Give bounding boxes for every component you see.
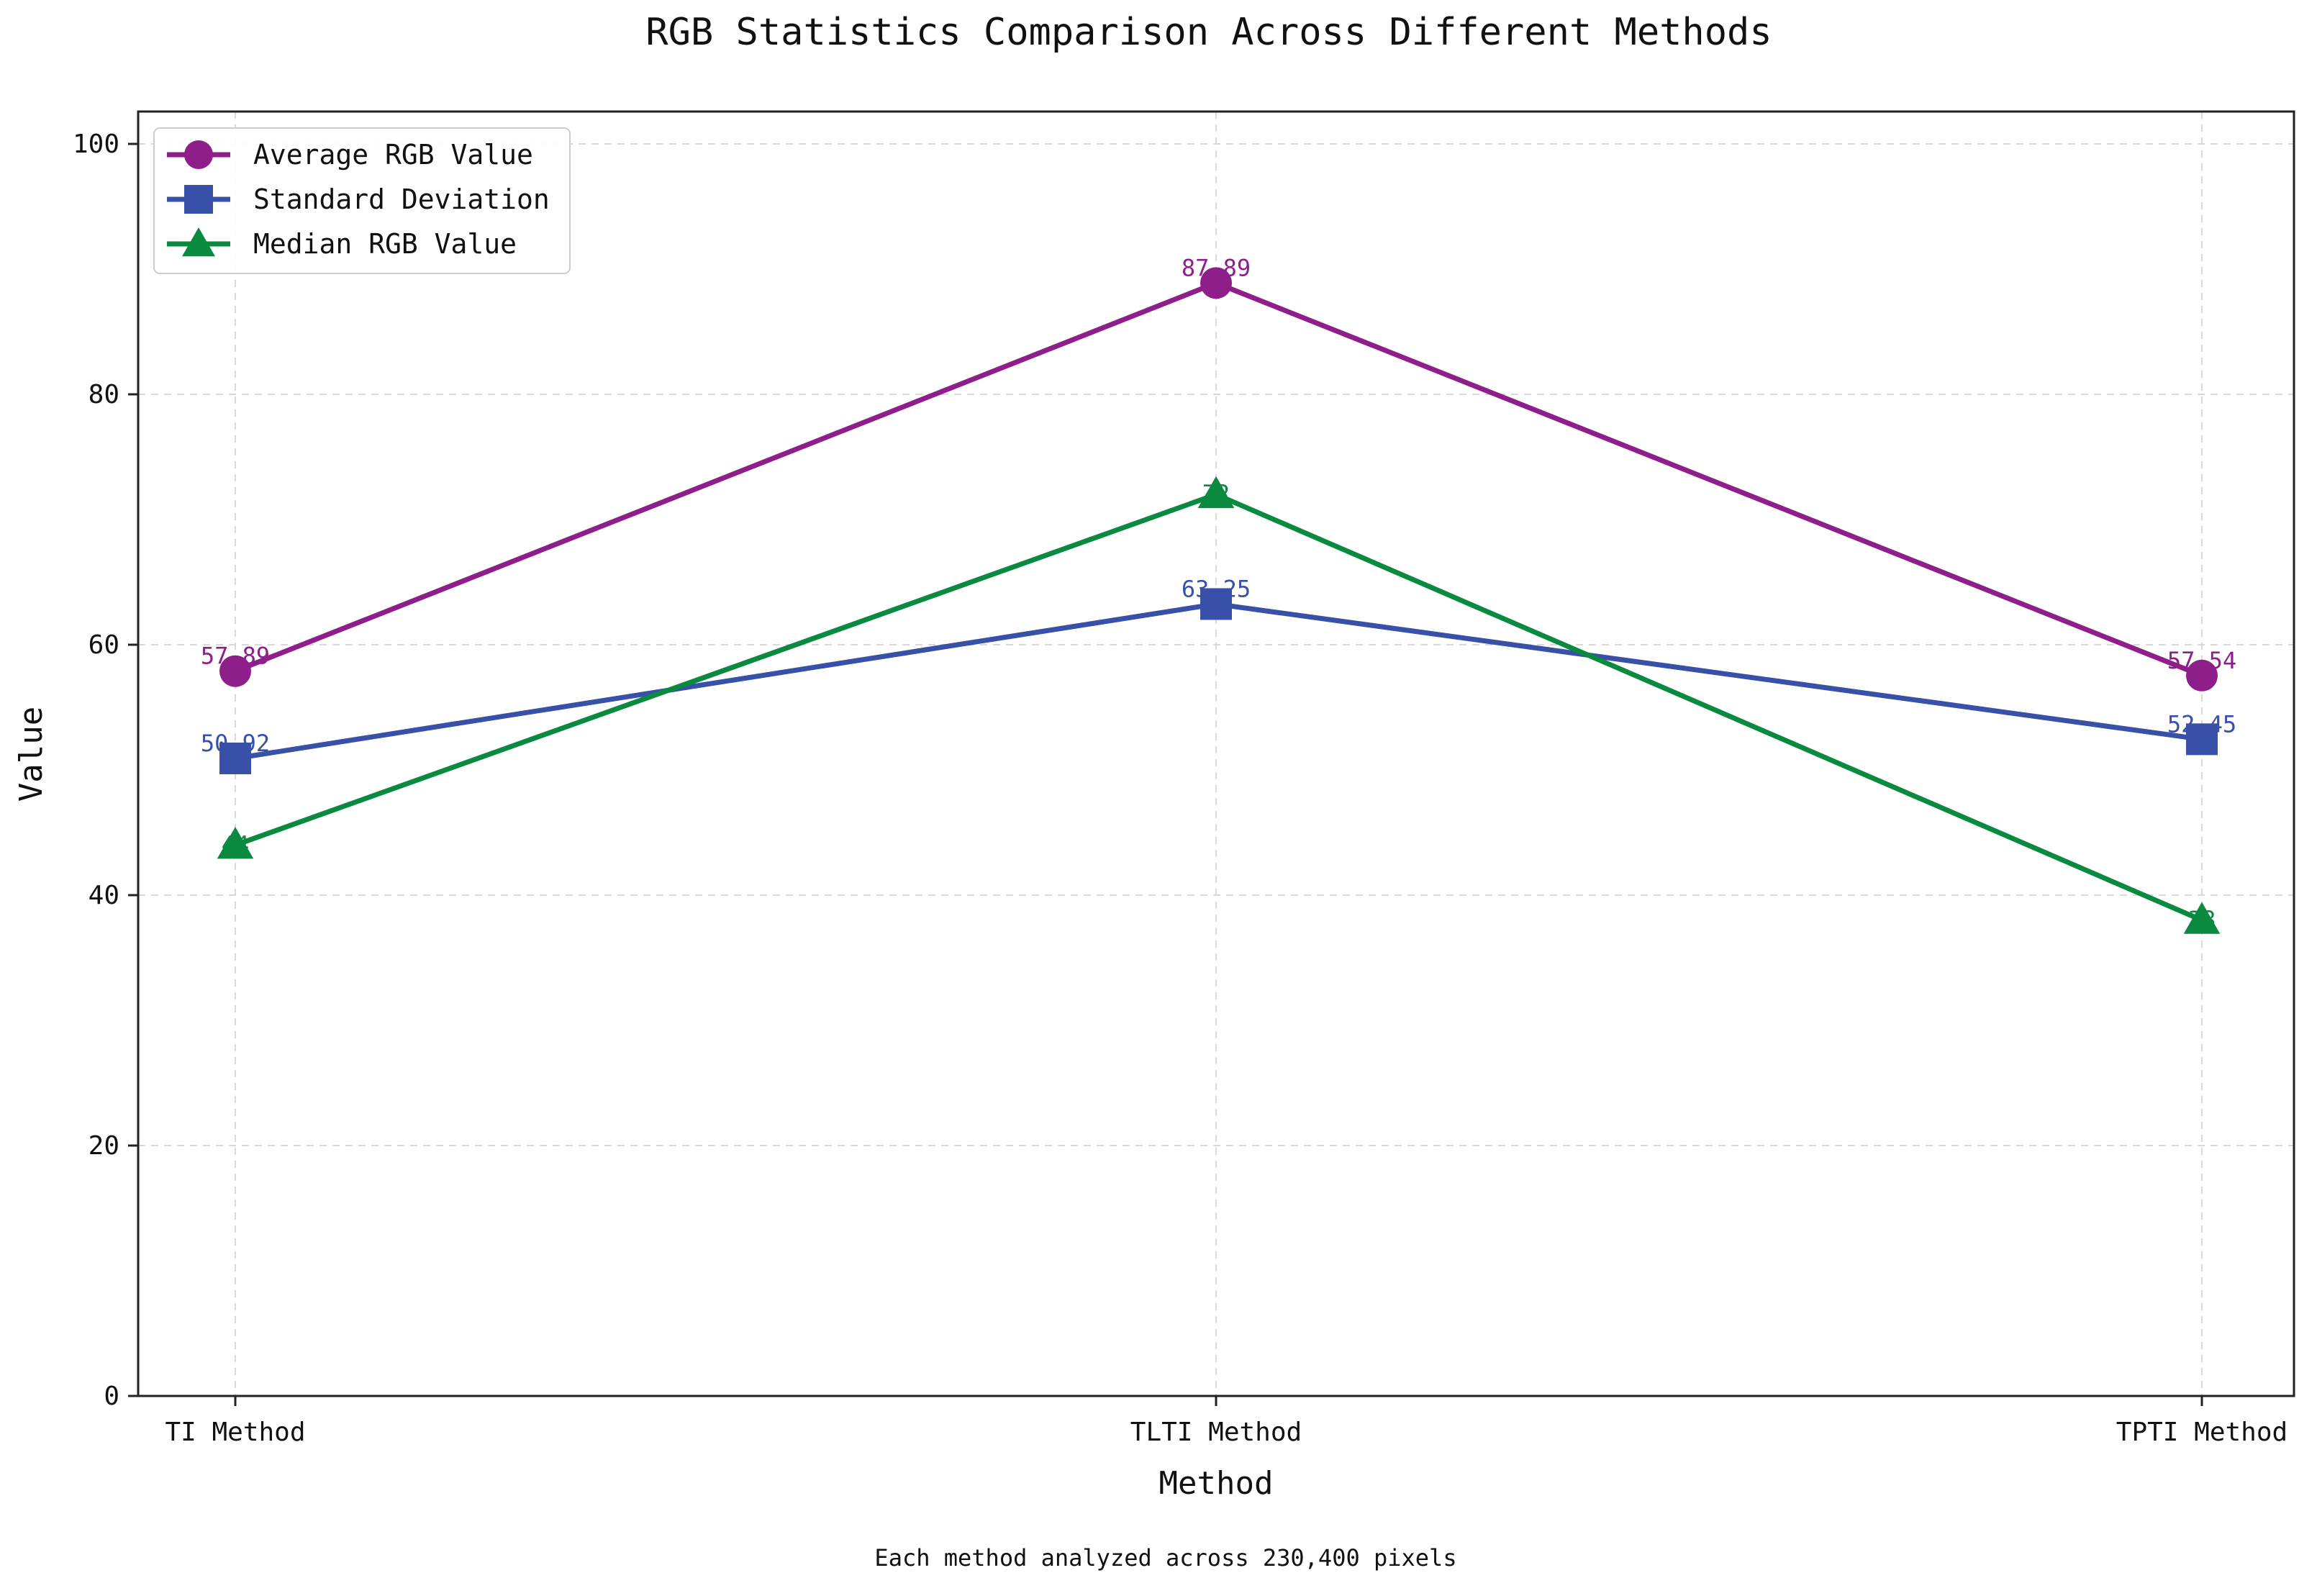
series-1-label-2: 52.45 — [2167, 710, 2236, 738]
y-tick-label-2: 40 — [89, 881, 119, 910]
y-tick-label-3: 60 — [89, 630, 119, 660]
legend-box — [153, 127, 571, 274]
y-axis-label: Value — [13, 707, 50, 802]
legend-marker-1 — [184, 185, 213, 214]
series-2-point-0 — [217, 827, 254, 859]
grid — [138, 112, 2294, 1396]
series-0-label-1: 87.89 — [1182, 254, 1251, 281]
x-tick-label-1: TLTI Method — [1130, 1418, 1302, 1447]
legend-label-2: Median RGB Value — [253, 228, 517, 260]
series-2-label-0: 44 — [222, 830, 250, 858]
series-0-label-0: 57.89 — [201, 643, 270, 670]
series-line-1 — [235, 601, 2203, 761]
chart-caption: Each method analyzed across 230,400 pixe… — [874, 1544, 1456, 1572]
series-1-label-1: 63.25 — [1182, 575, 1251, 602]
series-layer — [217, 267, 2221, 934]
legend-marker-0 — [184, 140, 213, 169]
legend-label-0: Average RGB Value — [253, 139, 533, 171]
data-labels: 57.89 87.89 57.54 50.92 63.25 52.45 44 72 38 — [201, 254, 2236, 933]
series-2-point-1 — [1197, 476, 1235, 509]
legend-marker-2 — [182, 227, 215, 257]
series-1-point-1 — [1200, 588, 1232, 620]
series-2-point-2 — [2183, 902, 2221, 934]
series-0-label-2: 57.54 — [2167, 647, 2236, 674]
x-tick-label-0: TI Method — [165, 1418, 305, 1447]
y-axis: 0 20 40 60 80 100 — [73, 130, 138, 1411]
y-tick-label-1: 20 — [89, 1131, 119, 1161]
chart-title: RGB Statistics Comparison Across Differe… — [645, 11, 1772, 54]
series-1-point-0 — [219, 742, 251, 774]
series-2-label-2: 38 — [2188, 906, 2216, 933]
series-1-point-2 — [2186, 723, 2218, 756]
series-1-label-0: 50.92 — [201, 730, 270, 757]
y-tick-label-4: 80 — [89, 380, 119, 409]
series-2-label-1: 72 — [1202, 480, 1230, 507]
y-tick-label-5: 100 — [73, 130, 119, 159]
x-axis-label: Method — [1159, 1465, 1274, 1502]
x-tick-label-2: TPTI Method — [2116, 1418, 2287, 1447]
x-axis: TI Method TLTI Method TPTI Method — [165, 1396, 2287, 1447]
series-0-point-1 — [1200, 267, 1232, 299]
series-0-point-2 — [2186, 659, 2218, 692]
y-tick-label-0: 0 — [104, 1382, 119, 1411]
legend: Average RGB Value Standard Deviation Media… — [153, 127, 571, 274]
legend-label-1: Standard Deviation — [253, 183, 550, 215]
series-0-point-0 — [219, 655, 251, 687]
